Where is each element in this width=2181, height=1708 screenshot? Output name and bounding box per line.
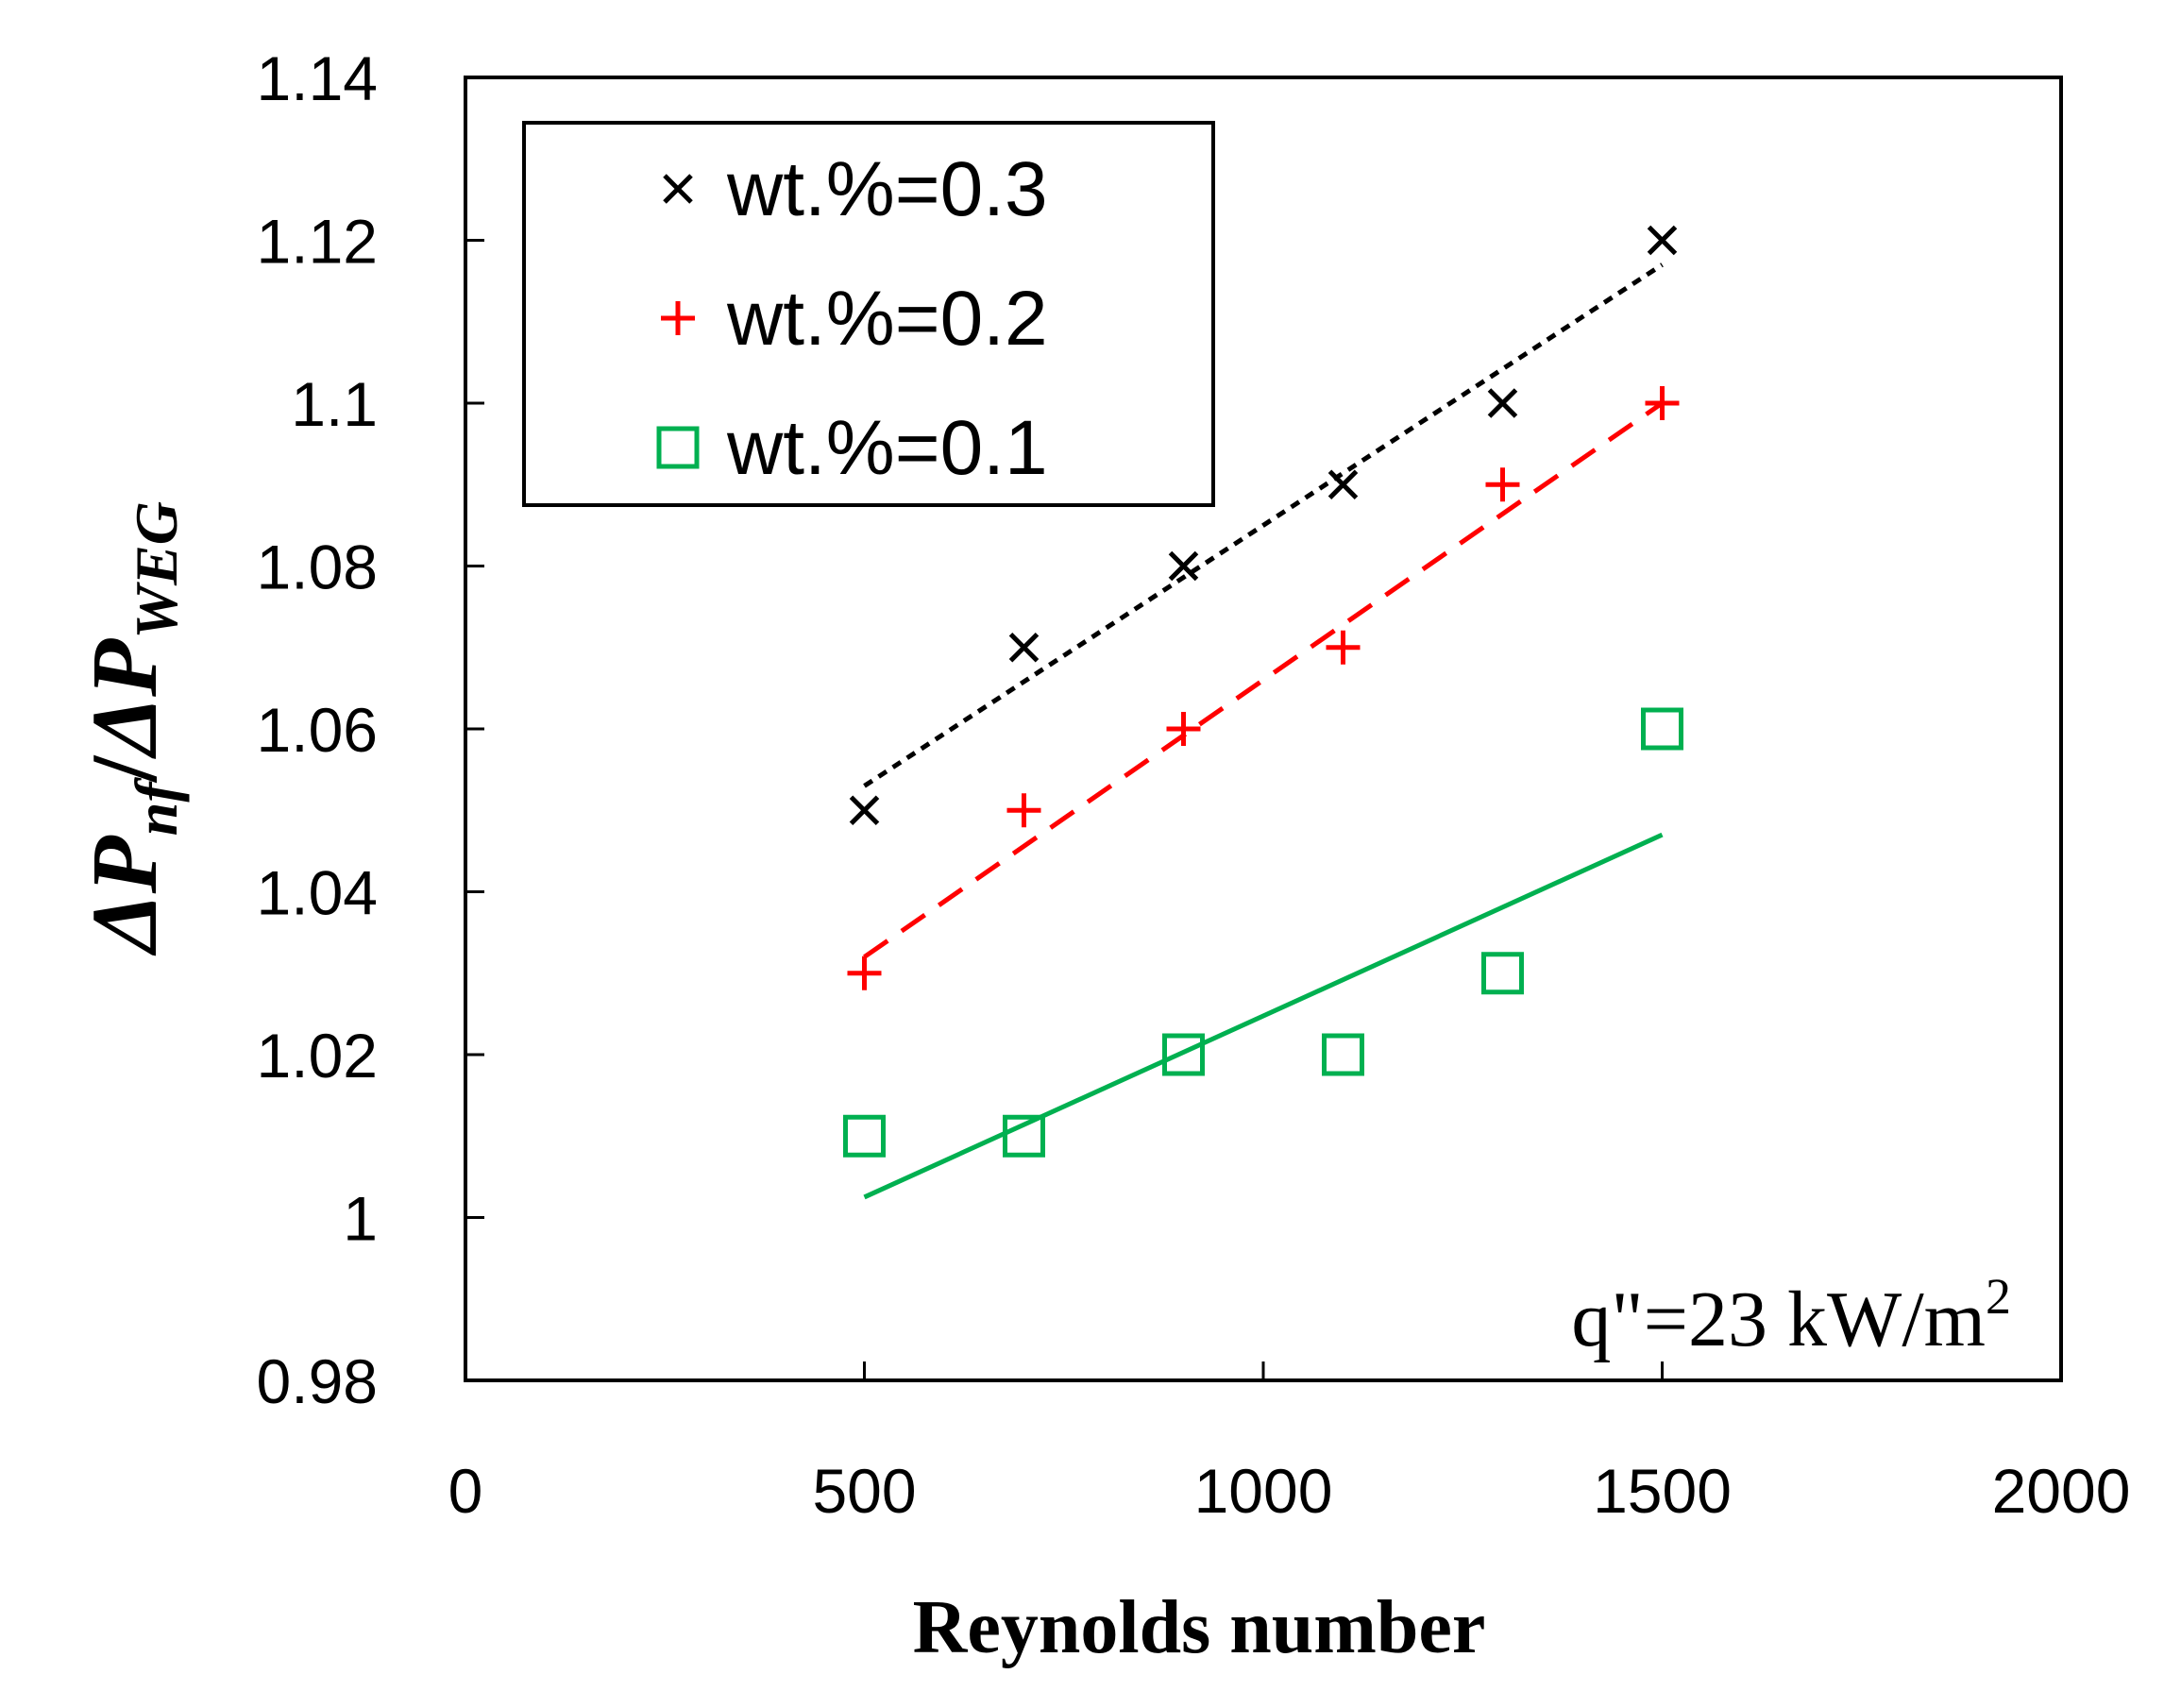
legend-box <box>522 121 1215 507</box>
trend-line-series-1 <box>863 262 1664 788</box>
data-point-series-2 <box>1485 467 1520 502</box>
y-axis-title: ΔPnf/ΔPWEG <box>72 501 190 956</box>
legend-marker-series-1 <box>663 174 693 204</box>
y-axis-title-part1: ΔP <box>72 835 177 956</box>
data-markers <box>843 225 1683 1158</box>
heat-flux-annotation: q"=23 kW/m2 <box>1571 1268 2011 1363</box>
heat-flux-annotation-sup: 2 <box>1986 1268 2011 1325</box>
data-point-series-3 <box>843 1114 886 1158</box>
data-point-series-1 <box>1647 225 1678 256</box>
legend-label-series-1: wt.%=0.3 <box>726 146 1048 232</box>
data-point-series-2 <box>1006 793 1041 828</box>
data-point-series-1 <box>849 795 880 826</box>
y-tick-label: 1 <box>343 1184 378 1254</box>
data-point-series-2 <box>847 955 882 990</box>
y-tick-label: 1.12 <box>257 207 378 277</box>
x-axis: 0 500 1000 1500 2000 <box>448 1361 2131 1526</box>
legend-marker-series-3 <box>656 426 700 469</box>
trend-lines <box>863 262 1664 1200</box>
data-point-series-3 <box>1481 952 1524 995</box>
y-tick-label: 0.98 <box>257 1346 378 1416</box>
data-point-series-1 <box>1008 632 1040 663</box>
legend-marker-series-2 <box>661 301 695 335</box>
legend: wt.%=0.3 wt.%=0.2 wt.%=0.1 <box>522 121 1215 507</box>
y-tick-label: 1.04 <box>257 858 378 928</box>
trend-line-series-3 <box>863 832 1664 1200</box>
y-axis-title-sub2: WEG <box>123 501 190 639</box>
data-point-series-3 <box>1641 707 1683 751</box>
x-tick-label: 2000 <box>1992 1456 2131 1526</box>
legend-label-series-2: wt.%=0.2 <box>726 276 1048 362</box>
y-tick-label: 1.14 <box>257 43 378 113</box>
x-tick-label: 500 <box>812 1456 916 1526</box>
data-point-series-2 <box>1645 386 1680 420</box>
y-tick-label: 1.08 <box>257 533 378 602</box>
legend-label-series-3: wt.%=0.1 <box>726 405 1048 491</box>
data-point-series-3 <box>1003 1114 1045 1158</box>
data-point-series-2 <box>1166 712 1201 746</box>
x-tick-label: 1500 <box>1593 1456 1732 1526</box>
y-tick-label: 1.1 <box>291 369 378 439</box>
y-tick-label: 1.06 <box>257 695 378 765</box>
heat-flux-annotation-main: q"=23 kW/m <box>1571 1276 1986 1363</box>
x-tick-label: 1000 <box>1194 1456 1333 1526</box>
y-tick-label: 1.02 <box>257 1021 378 1091</box>
y-axis-title-part2: ΔP <box>72 638 177 760</box>
x-tick-label: 0 <box>448 1456 483 1526</box>
y-axis-title-slash: / <box>72 754 177 783</box>
data-point-series-1 <box>1487 388 1518 418</box>
trend-line-series-2 <box>863 400 1664 959</box>
data-point-series-1 <box>1327 469 1359 500</box>
data-point-series-3 <box>1322 1033 1364 1076</box>
y-axis: 0.98 1 1.02 1.04 1.06 1.08 1.1 1.12 1.14 <box>257 43 484 1416</box>
data-point-series-2 <box>1326 630 1361 665</box>
data-point-series-1 <box>1168 550 1199 582</box>
x-axis-title: Reynolds number <box>913 1586 1486 1669</box>
y-axis-title-sub1: nf <box>123 777 190 837</box>
data-point-series-3 <box>1162 1033 1205 1076</box>
